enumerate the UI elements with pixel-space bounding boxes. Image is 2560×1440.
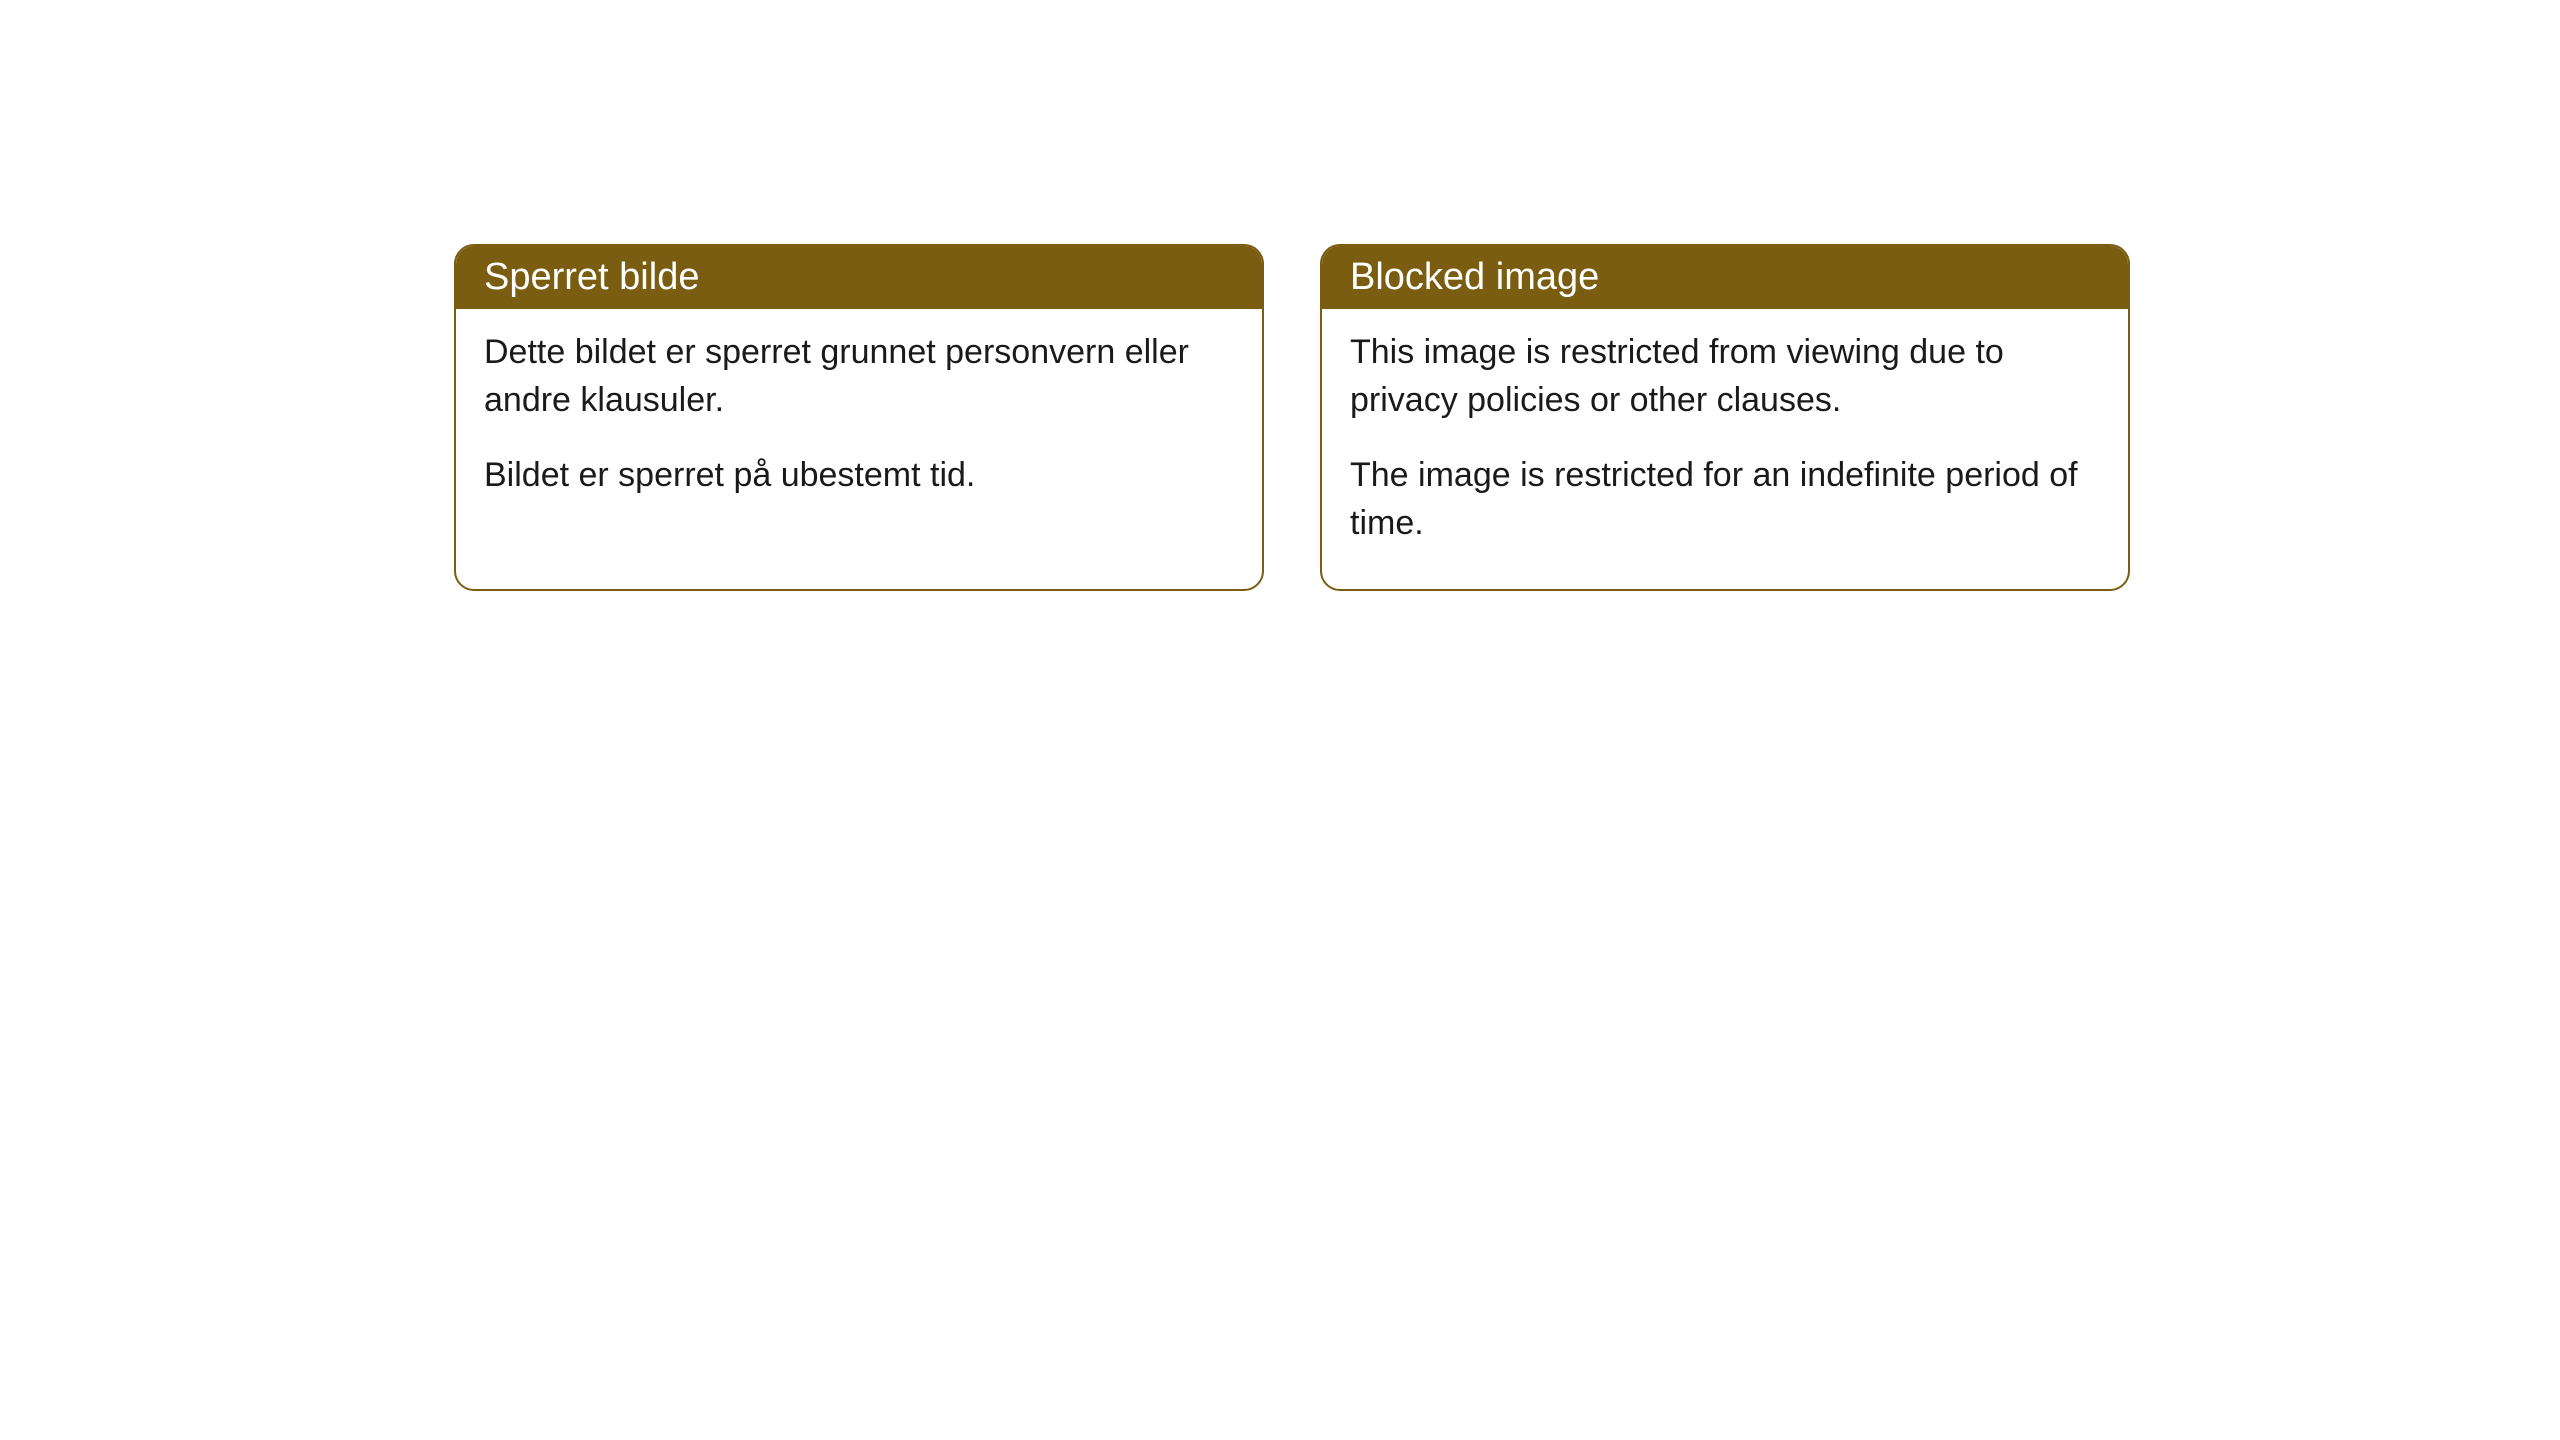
card-body-english: This image is restricted from viewing du… [1322, 309, 2128, 589]
card-title: Sperret bilde [484, 256, 699, 298]
card-title: Blocked image [1350, 256, 1599, 298]
card-paragraph: Bildet er sperret på ubestemt tid. [484, 452, 1234, 500]
card-paragraph: This image is restricted from viewing du… [1350, 329, 2100, 424]
card-body-norwegian: Dette bildet er sperret grunnet personve… [456, 309, 1262, 542]
notice-cards-container: Sperret bilde Dette bildet er sperret gr… [454, 244, 2130, 591]
blocked-image-card-norwegian: Sperret bilde Dette bildet er sperret gr… [454, 244, 1264, 591]
card-paragraph: Dette bildet er sperret grunnet personve… [484, 329, 1234, 424]
card-paragraph: The image is restricted for an indefinit… [1350, 452, 2100, 547]
card-header-english: Blocked image [1322, 246, 2128, 309]
card-header-norwegian: Sperret bilde [456, 246, 1262, 309]
blocked-image-card-english: Blocked image This image is restricted f… [1320, 244, 2130, 591]
